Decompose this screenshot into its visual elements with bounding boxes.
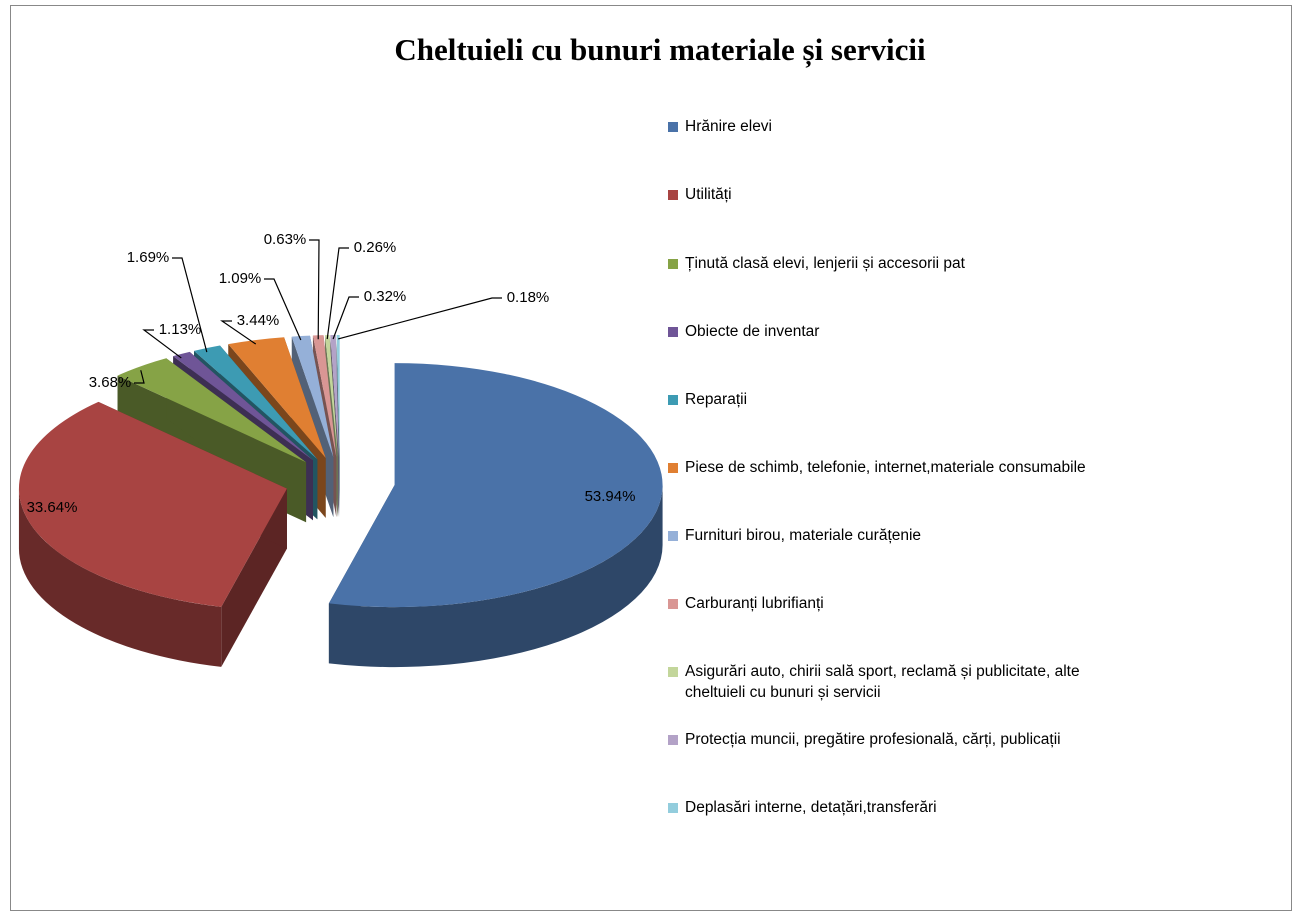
legend-label: Obiecte de inventar <box>685 323 820 340</box>
data-label: 33.64% <box>27 499 78 516</box>
legend-label: Carburanți lubrifianți <box>685 595 824 612</box>
leader-line <box>332 296 359 340</box>
slice <box>173 351 313 461</box>
slice <box>330 334 339 457</box>
legend-swatch <box>668 122 678 132</box>
legend-swatch <box>668 463 678 473</box>
chart-title: Cheltuieli cu bunuri materiale și servic… <box>394 32 926 68</box>
legend-swatch <box>668 599 678 609</box>
slice <box>328 363 663 608</box>
leader-line <box>309 239 320 340</box>
data-label: 53.94% <box>585 488 636 505</box>
data-label: 0.18% <box>507 289 550 306</box>
legend-label: Piese de schimb, telefonie, internet,mat… <box>685 459 1086 476</box>
leader-line <box>142 329 182 359</box>
legend-swatch <box>668 259 678 269</box>
slice <box>325 335 338 457</box>
legend-label: Deplasări interne, detațări,transferări <box>685 799 937 816</box>
legend-swatch <box>668 190 678 200</box>
legend-label: Furnituri birou, materiale curățenie <box>685 527 922 544</box>
legend-swatch <box>668 327 678 337</box>
slice <box>228 337 326 458</box>
slice <box>194 345 318 460</box>
legend-label: Asigurări auto, chirii sală sport, recla… <box>685 663 1080 701</box>
legend-swatch <box>668 735 678 745</box>
legend-swatch <box>668 803 678 813</box>
slice <box>312 335 337 458</box>
data-label: 3.44% <box>237 312 280 329</box>
data-label: 1.09% <box>219 270 262 287</box>
leader-line <box>134 370 145 384</box>
legend-swatch <box>668 395 678 405</box>
legend-label: Protecția muncii, pregătire profesională… <box>685 731 1061 748</box>
legend-swatch <box>668 531 678 541</box>
legend-label: Utilități <box>685 186 732 203</box>
slice-wall <box>328 485 663 668</box>
leader-line <box>338 297 502 340</box>
leader-line <box>172 257 208 353</box>
leader-line <box>264 278 302 341</box>
slice <box>18 401 287 607</box>
slice <box>336 334 340 457</box>
data-label: 0.26% <box>354 239 397 256</box>
slice-wall <box>18 488 222 667</box>
data-label: 3.68% <box>89 374 132 391</box>
leader-line <box>326 247 349 340</box>
slice <box>291 335 334 458</box>
leader-line <box>220 320 257 345</box>
data-label: 0.63% <box>264 231 307 248</box>
slice-side <box>336 334 340 517</box>
data-label: 0.32% <box>364 288 407 305</box>
legend-label: Hrănire elevi <box>685 118 773 135</box>
legend-swatch <box>668 667 678 677</box>
legend-label: Reparații <box>685 391 748 408</box>
slice <box>117 358 307 463</box>
data-label: 1.13% <box>159 321 202 338</box>
legend-label: Ținută clasă elevi, lenjerii și accesori… <box>685 255 965 272</box>
data-label: 1.69% <box>127 249 170 266</box>
